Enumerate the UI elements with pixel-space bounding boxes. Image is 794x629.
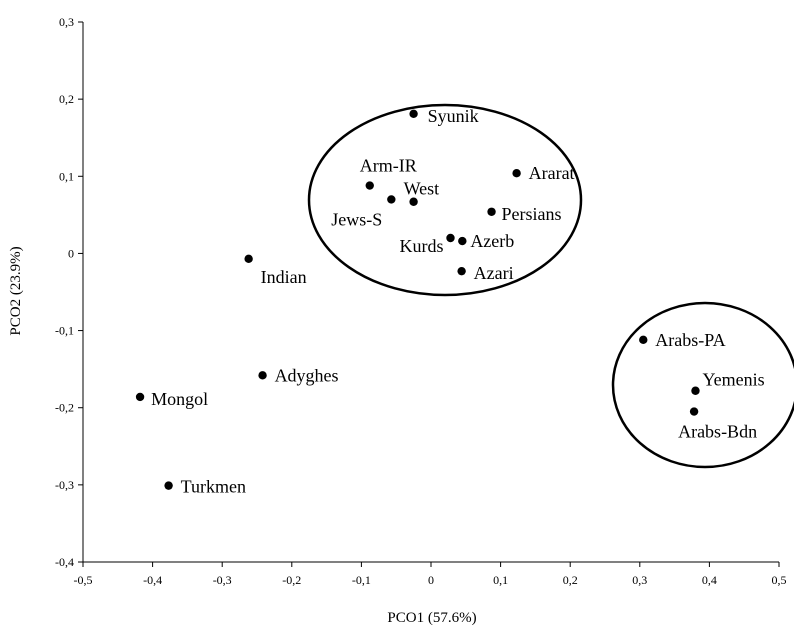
x-tick-label: -0,4 <box>143 573 162 587</box>
point-label: Indian <box>261 267 307 287</box>
axes: -0,5 -0,4 -0,3 -0,2 -0,1 0 0,1 0,2 0,3 0,4 0,5-0,4… <box>55 15 787 587</box>
data-point <box>164 481 173 490</box>
x-axis-label: PCO1 (57.6%) <box>387 610 476 626</box>
point-label: Arm-IR <box>360 156 417 176</box>
point-label: Syunik <box>428 106 479 126</box>
point-label: Turkmen <box>181 477 246 497</box>
y-tick-label: 0,3 <box>59 15 74 29</box>
data-points: Syunik Ararat Arm-IR West Jews-S Persians Kurd… <box>135 106 765 497</box>
x-tick-label: -0,1 <box>352 573 371 587</box>
y-tick-label: 0,1 <box>59 169 74 183</box>
data-point <box>409 109 418 119</box>
point-label: Jews-S <box>331 209 382 229</box>
cluster-ellipses <box>307 103 794 469</box>
y-tick-label: -0,3 <box>55 478 74 492</box>
point-label: Arabs-Bdn <box>678 422 757 442</box>
point-label: Persians <box>502 204 562 224</box>
data-point <box>387 195 396 204</box>
point-label: Adyghes <box>275 365 339 385</box>
point-label: Azari <box>474 263 514 283</box>
x-tick-label: -0,5 <box>74 573 93 587</box>
data-point <box>689 407 699 416</box>
x-tick-label: 0,4 <box>702 573 717 587</box>
data-point <box>409 197 418 206</box>
point-label: Yemenis <box>702 370 764 390</box>
cluster-ellipse <box>611 301 794 469</box>
y-axis-label: PCO2 (23.9%) <box>8 246 24 335</box>
x-tick-label: -0,3 <box>213 573 232 587</box>
data-point <box>365 181 374 190</box>
point-label: West <box>404 179 440 199</box>
x-tick-label: 0 <box>428 573 434 587</box>
data-point <box>487 207 496 216</box>
x-tick-label: 0,5 <box>772 573 787 587</box>
x-tick-label: -0,2 <box>282 573 301 587</box>
point-label: Mongol <box>151 389 208 409</box>
data-point <box>135 392 145 402</box>
x-tick-label: 0,2 <box>563 573 578 587</box>
data-point <box>258 371 267 380</box>
point-label: Ararat <box>529 163 575 183</box>
y-tick-label: -0,2 <box>55 401 74 415</box>
y-tick-label: 0 <box>68 246 74 260</box>
cluster-ellipse <box>307 103 583 297</box>
point-label: Azerb <box>470 231 514 251</box>
data-point <box>244 254 253 264</box>
y-tick-label: 0,2 <box>59 92 74 106</box>
data-point <box>446 233 455 243</box>
x-tick-label: 0,1 <box>493 573 508 587</box>
x-tick-label: 0,3 <box>632 573 647 587</box>
data-point <box>457 266 466 276</box>
data-point <box>639 335 648 345</box>
data-point <box>691 386 700 395</box>
point-label: Kurds <box>399 236 443 256</box>
data-point <box>512 169 521 178</box>
y-tick-label: -0,1 <box>55 324 74 338</box>
y-tick-label: -0,4 <box>55 555 74 569</box>
point-label: Arabs-PA <box>655 330 725 350</box>
data-point <box>458 236 467 246</box>
